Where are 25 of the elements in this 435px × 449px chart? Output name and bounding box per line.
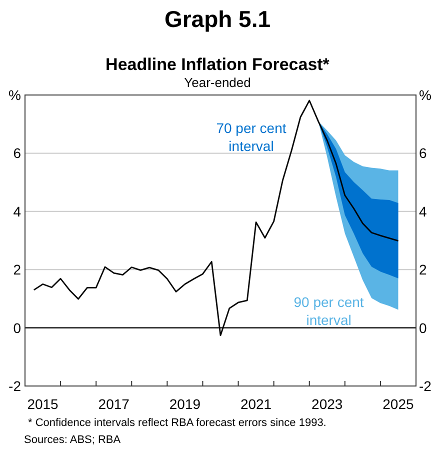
y2-tick-label: 0 <box>419 320 427 336</box>
y-tick-label: -2 <box>8 378 22 394</box>
x-tick-label: 2015 <box>27 396 59 412</box>
y-tick-label: 2 <box>13 262 22 278</box>
y2-tick-label: 4 <box>419 203 427 220</box>
y2-tick-label: 6 <box>419 145 427 162</box>
x-tick-label: 2019 <box>169 396 201 412</box>
source-note: Sources: ABS; RBA <box>24 434 122 446</box>
chart-title: Graph 5.1 <box>164 6 271 32</box>
x-tick-label: 2017 <box>98 396 130 412</box>
x-tick-label: 2021 <box>240 396 272 412</box>
text: Year-ended <box>184 75 251 90</box>
chart-subtitle: Headline Inflation Forecast* <box>106 55 330 74</box>
x-tick-label: 2023 <box>312 396 343 412</box>
legend-label: 70 per cent interval <box>216 120 286 154</box>
y2-tick-label: -2 <box>419 378 432 394</box>
y-tick-label: 6 <box>13 145 22 162</box>
y-tick-label: 0 <box>13 320 22 336</box>
legend-label: 90 per cent interval <box>294 294 364 328</box>
y2-tick-label: % <box>419 87 432 103</box>
x-tick-label: 2025 <box>382 396 414 412</box>
y-tick-label: % <box>8 87 21 103</box>
y2-tick-label: 2 <box>419 262 427 278</box>
y-tick-label: 4 <box>13 203 22 220</box>
text: * Confidence intervals reflect RBA forecast errors since 1993. <box>28 417 326 429</box>
